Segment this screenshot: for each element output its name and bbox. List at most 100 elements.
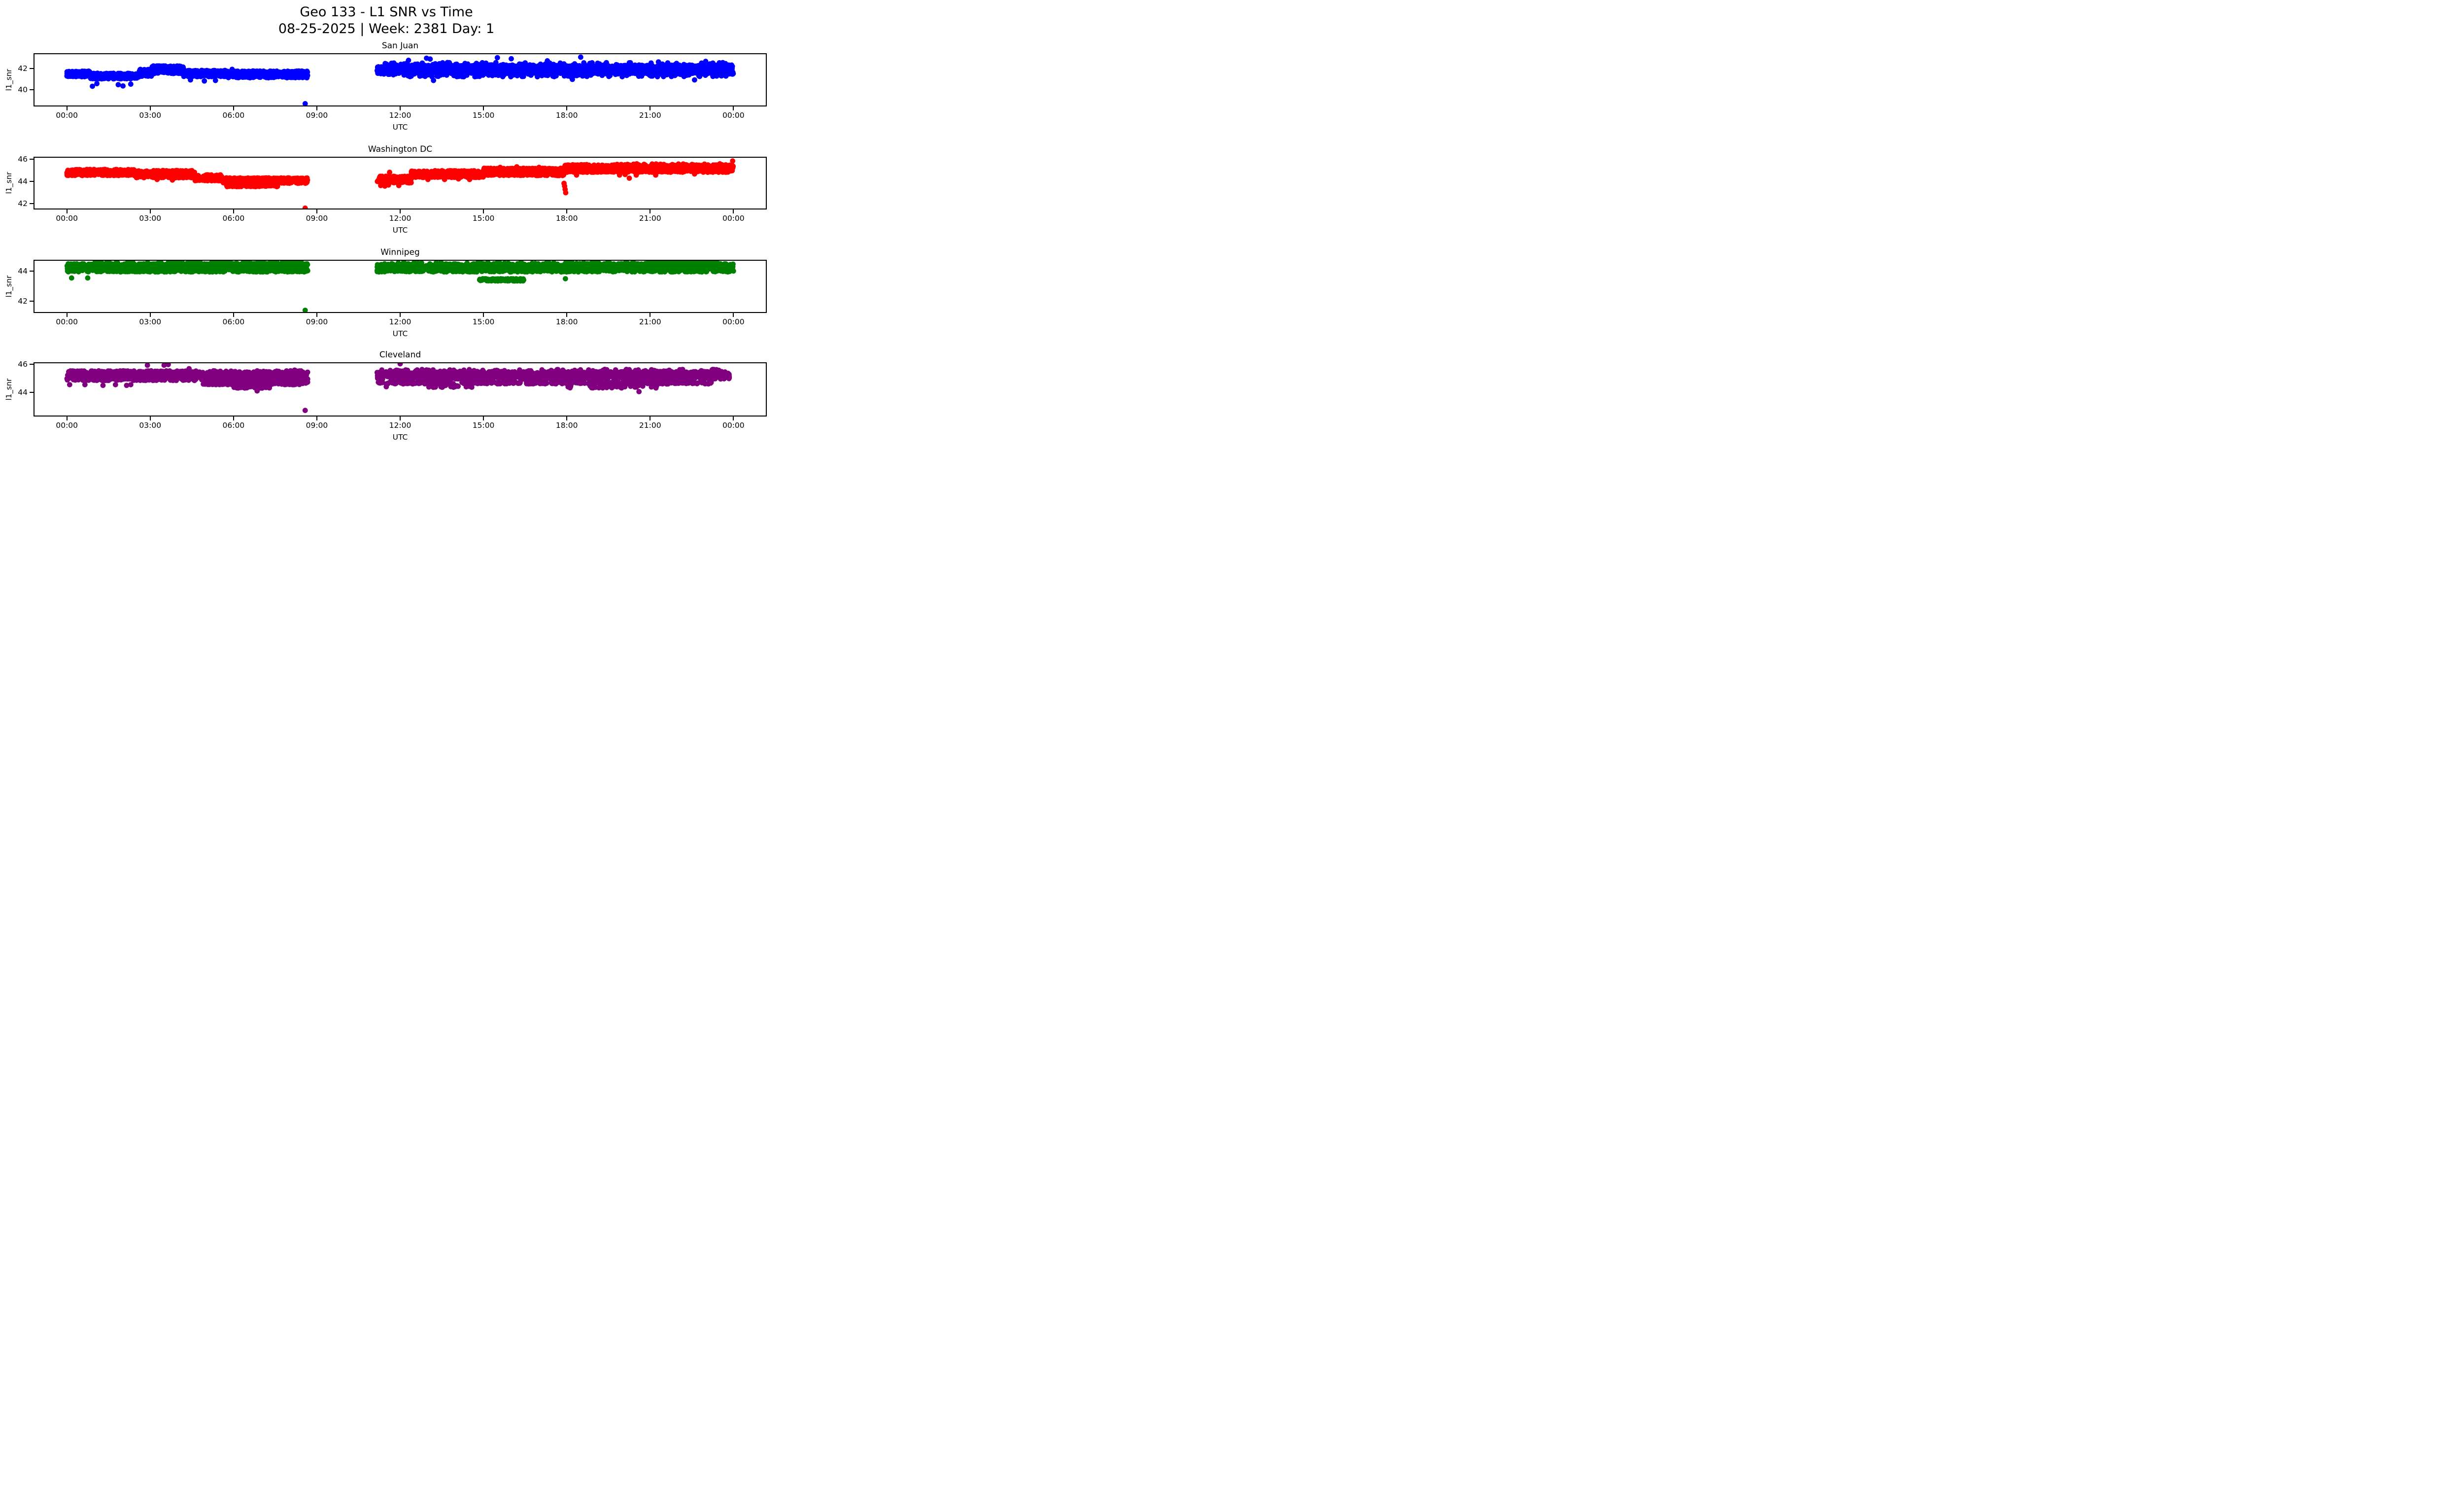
y-tick-label: 44: [18, 387, 28, 397]
x-tick-mark: [566, 313, 568, 317]
y-tick-label: 44: [18, 266, 28, 276]
x-tick-label: 03:00: [139, 110, 162, 120]
x-tick-label: 12:00: [389, 214, 411, 223]
x-tick-label: 15:00: [472, 110, 495, 120]
subplot-title: Cleveland: [379, 349, 421, 360]
y-tick-label: 42: [18, 297, 28, 306]
y-axis-label: l1_snr: [4, 378, 13, 401]
x-axis-label: UTC: [392, 329, 408, 338]
y-axis-label: l1_snr: [4, 69, 13, 91]
subplot-title: Washington DC: [368, 144, 433, 154]
x-tick-mark: [400, 313, 401, 317]
y-tick-mark: [30, 68, 34, 70]
x-tick-mark: [233, 106, 234, 110]
y-tick-label: 42: [18, 199, 28, 209]
x-tick-mark: [149, 209, 151, 213]
x-tick-label: 18:00: [555, 421, 578, 430]
x-tick-mark: [316, 313, 317, 317]
x-tick-mark: [66, 209, 68, 213]
scatter-canvas: [34, 54, 766, 105]
x-tick-mark: [733, 209, 734, 213]
x-tick-label: 00:00: [56, 421, 78, 430]
x-tick-mark: [566, 209, 568, 213]
x-tick-label: 00:00: [722, 421, 745, 430]
x-tick-label: 09:00: [306, 317, 328, 326]
x-tick-mark: [733, 417, 734, 420]
x-tick-label: 06:00: [222, 110, 245, 120]
x-tick-label: 00:00: [722, 214, 745, 223]
x-tick-label: 21:00: [639, 110, 661, 120]
x-tick-mark: [400, 209, 401, 213]
figure-title-line2: 08-25-2025 | Week: 2381 Day: 1: [278, 21, 495, 36]
x-tick-label: 06:00: [222, 421, 245, 430]
x-tick-mark: [316, 209, 317, 213]
x-tick-label: 03:00: [139, 214, 162, 223]
y-tick-label: 40: [18, 85, 28, 94]
y-tick-label: 46: [18, 360, 28, 369]
x-tick-label: 15:00: [472, 317, 495, 326]
x-tick-label: 00:00: [722, 110, 745, 120]
x-tick-label: 00:00: [56, 317, 78, 326]
x-tick-label: 09:00: [306, 214, 328, 223]
x-tick-mark: [66, 106, 68, 110]
x-tick-mark: [400, 106, 401, 110]
y-tick-mark: [30, 391, 34, 393]
x-tick-label: 09:00: [306, 421, 328, 430]
y-axis-label: l1_snr: [4, 275, 13, 298]
x-tick-mark: [483, 313, 484, 317]
y-tick-mark: [30, 181, 34, 182]
y-tick-mark: [30, 159, 34, 160]
y-tick-mark: [30, 203, 34, 205]
axes-box: [34, 259, 767, 313]
x-tick-label: 03:00: [139, 317, 162, 326]
x-tick-label: 03:00: [139, 421, 162, 430]
x-tick-mark: [566, 417, 568, 420]
y-tick-mark: [30, 89, 34, 90]
x-tick-mark: [233, 313, 234, 317]
x-tick-label: 00:00: [56, 110, 78, 120]
x-tick-label: 09:00: [306, 110, 328, 120]
x-tick-label: 06:00: [222, 317, 245, 326]
x-tick-label: 18:00: [555, 110, 578, 120]
scatter-canvas: [34, 157, 766, 209]
y-tick-mark: [30, 364, 34, 365]
scatter-canvas: [34, 260, 766, 312]
x-axis-label: UTC: [392, 122, 408, 132]
x-tick-label: 21:00: [639, 421, 661, 430]
x-tick-mark: [400, 417, 401, 420]
y-tick-label: 42: [18, 64, 28, 73]
x-tick-mark: [316, 417, 317, 420]
axes-box: [34, 362, 767, 417]
axes-box: [34, 53, 767, 106]
x-tick-label: 12:00: [389, 110, 411, 120]
x-tick-mark: [149, 106, 151, 110]
x-tick-label: 06:00: [222, 214, 245, 223]
x-tick-label: 00:00: [722, 317, 745, 326]
x-tick-label: 12:00: [389, 421, 411, 430]
x-tick-mark: [483, 106, 484, 110]
x-tick-label: 21:00: [639, 214, 661, 223]
x-tick-mark: [66, 313, 68, 317]
x-tick-label: 15:00: [472, 214, 495, 223]
x-axis-label: UTC: [392, 226, 408, 235]
x-tick-mark: [66, 417, 68, 420]
axes-box: [34, 156, 767, 209]
x-tick-label: 18:00: [555, 214, 578, 223]
y-tick-label: 44: [18, 177, 28, 186]
x-tick-mark: [149, 417, 151, 420]
x-tick-mark: [483, 209, 484, 213]
x-tick-mark: [149, 313, 151, 317]
figure-title-line1: Geo 133 - L1 SNR vs Time: [300, 4, 473, 20]
x-tick-label: 00:00: [56, 214, 78, 223]
y-tick-label: 46: [18, 155, 28, 164]
x-tick-mark: [233, 417, 234, 420]
scatter-canvas: [34, 363, 766, 416]
figure: Geo 133 - L1 SNR vs Time 08-25-2025 | We…: [0, 0, 773, 449]
x-tick-label: 12:00: [389, 317, 411, 326]
subplot-title: San Juan: [381, 40, 419, 51]
x-tick-mark: [733, 313, 734, 317]
x-tick-mark: [233, 209, 234, 213]
y-axis-label: l1_snr: [4, 172, 13, 194]
y-tick-mark: [30, 301, 34, 302]
y-tick-mark: [30, 270, 34, 272]
